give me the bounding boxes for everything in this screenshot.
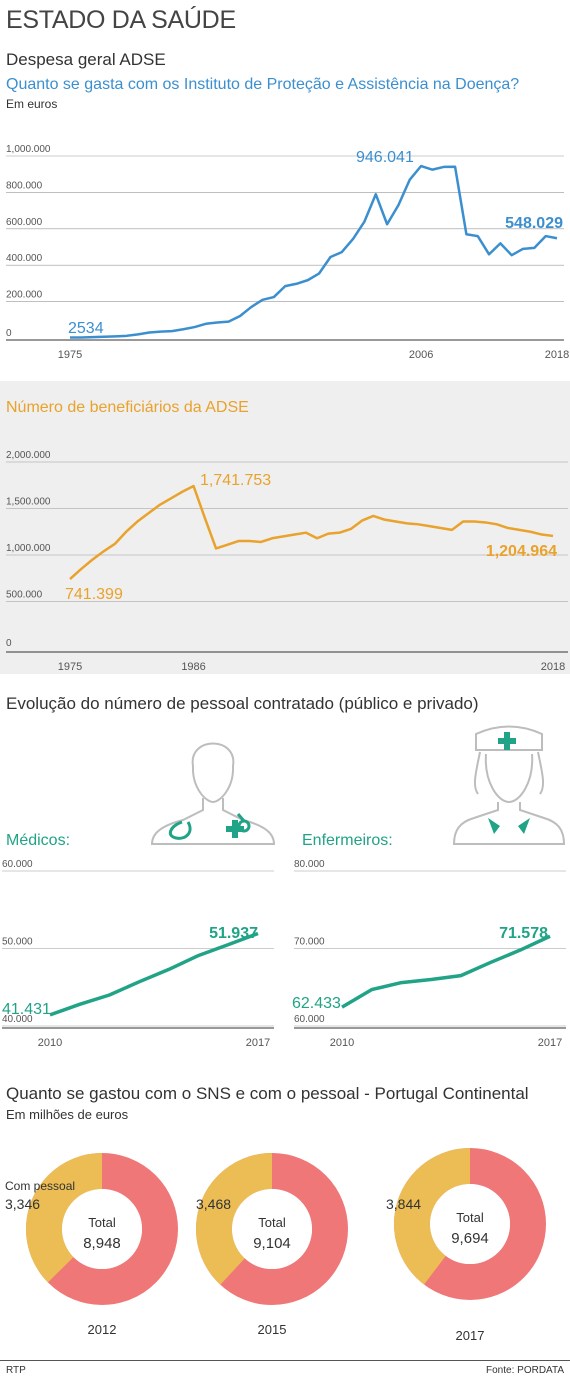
series-line — [49, 931, 259, 1017]
doctor-icon — [150, 742, 276, 845]
donut-pessoal-value: 3,844 — [386, 1196, 421, 1212]
data-label-last: 51.937 — [209, 925, 258, 942]
donut-pessoal-slice — [196, 1153, 272, 1285]
despesa-question: Quanto se gasta com os Instituto de Prot… — [6, 76, 520, 93]
medicos-label: Médicos: — [6, 832, 71, 849]
y-tick-label: 1,000.000 — [6, 543, 51, 554]
y-tick-label: 60.000 — [294, 1014, 325, 1025]
sns-title: Quanto se gastou com o SNS e com o pesso… — [6, 1084, 529, 1103]
y-tick-label: 1,000.000 — [6, 144, 51, 155]
x-tick-label: 1975 — [58, 661, 82, 673]
y-tick-label: 800.000 — [6, 180, 43, 191]
y-tick-label: 0 — [6, 638, 12, 649]
beneficiarios-chart: 500.000 1,000.000 1,500.000 2,000.000 1975 19… — [6, 450, 568, 673]
footer-divider — [0, 1360, 570, 1361]
donut-pessoal-value: 3,468 — [196, 1196, 231, 1212]
x-tick-label: 2006 — [409, 349, 433, 361]
despesa-unit: Em euros — [6, 97, 58, 111]
y-tick-label: 200.000 — [6, 290, 43, 301]
series-line — [341, 934, 551, 1009]
donut-pessoal-slice — [26, 1153, 102, 1283]
y-tick-label: 40.000 — [2, 1014, 33, 1025]
series-line — [69, 164, 558, 339]
y-tick-label: 70.000 — [294, 937, 325, 948]
nurse-icon — [452, 725, 566, 845]
donut-total-value: 8,948 — [83, 1235, 121, 1252]
donut-pessoal-value: 3,346 — [5, 1196, 40, 1212]
x-tick-label: 1975 — [58, 349, 82, 361]
enfermeiros-chart: 60.000 70.000 80.000 2010 2017 62.433 71.578 — [292, 859, 566, 1049]
y-tick-label: 400.000 — [6, 253, 43, 264]
y-tick-label: 50.000 — [2, 937, 33, 948]
despesa-title: Despesa geral ADSE — [6, 50, 166, 69]
y-tick-label: 80.000 — [294, 859, 325, 870]
data-label-first: 41.431 — [2, 1001, 51, 1018]
x-tick-label: 2017 — [538, 1037, 562, 1049]
pessoal-title: Evolução do número de pessoal contratado… — [6, 694, 479, 713]
data-label-first: 2534 — [68, 320, 104, 337]
donut-hole — [62, 1189, 142, 1269]
data-label-first: 741.399 — [65, 586, 123, 603]
x-tick-label: 2018 — [541, 661, 565, 673]
x-tick-label: 2017 — [246, 1037, 270, 1049]
medicos-chart: 40.000 50.000 60.000 2010 2017 41.431 51.937 — [2, 859, 274, 1049]
footer-source: Fonte: PORDATA — [486, 1365, 564, 1376]
enfermeiros-label: Enfermeiros: — [302, 832, 393, 849]
y-tick-label: 2,000.000 — [6, 450, 51, 461]
y-tick-label: 60.000 — [2, 859, 33, 870]
donut-year-label: 2012 — [88, 1322, 117, 1337]
series-line — [69, 484, 554, 580]
donut-pessoal-slice — [394, 1148, 470, 1285]
sns-unit: Em milhões de euros — [6, 1107, 129, 1122]
data-label-peak: 946.041 — [356, 149, 414, 166]
beneficiarios-band — [0, 381, 570, 674]
beneficiarios-title: Número de beneficiários da ADSE — [6, 399, 249, 416]
data-label-first: 62.433 — [292, 995, 341, 1012]
data-label-last: 1,204.964 — [486, 543, 557, 560]
x-tick-label: 2010 — [38, 1037, 62, 1049]
donut-hole — [232, 1189, 312, 1269]
despesa-chart: 200.000 400.000 600.000 800.000 1,000.000 197… — [6, 144, 569, 361]
y-tick-label: 1,500.000 — [6, 497, 51, 508]
donut-total-label: Total — [258, 1215, 286, 1230]
x-tick-label: 1986 — [181, 661, 205, 673]
donut-total-value: 9,104 — [253, 1235, 291, 1252]
footer-credit: RTP — [6, 1365, 26, 1376]
legend-pessoal: Com pessoal — [5, 1179, 75, 1193]
data-label-last: 71.578 — [499, 925, 548, 942]
donut-hole — [430, 1184, 510, 1264]
y-tick-label: 0 — [6, 328, 12, 339]
y-tick-label: 600.000 — [6, 217, 43, 228]
x-tick-label: 2018 — [545, 349, 569, 361]
donut-total-value: 9,694 — [451, 1230, 489, 1247]
donut-total-label: Total — [456, 1210, 484, 1225]
x-tick-label: 2010 — [330, 1037, 354, 1049]
data-label-peak: 1,741.753 — [200, 472, 271, 489]
sns-donuts: Total 8,948 3,346 2012 Total 9,104 3,468 2015 To… — [5, 1148, 546, 1343]
donut-year-label: 2017 — [456, 1328, 485, 1343]
donut-year-label: 2015 — [258, 1322, 287, 1337]
page-title: ESTADO DA SAÚDE — [6, 6, 236, 34]
data-label-last: 548.029 — [505, 215, 563, 232]
y-tick-label: 500.000 — [6, 590, 43, 601]
donut-total-label: Total — [88, 1215, 116, 1230]
